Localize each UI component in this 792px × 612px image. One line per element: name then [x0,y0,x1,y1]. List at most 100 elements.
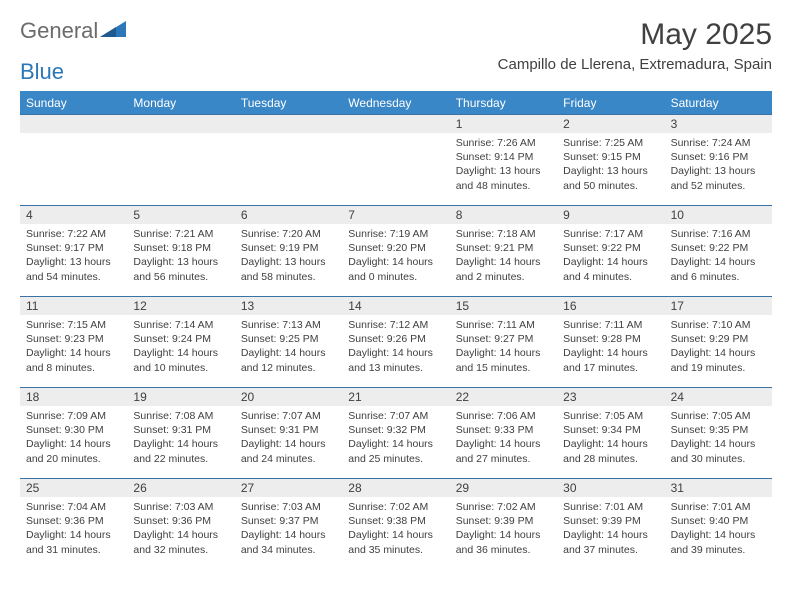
calendar-page: General May 2025 Campillo de Llerena, Ex… [0,0,792,579]
daylight-line-2: and 6 minutes. [671,270,766,284]
sunset-line: Sunset: 9:14 PM [456,150,551,164]
week-row: 1Sunrise: 7:26 AMSunset: 9:14 PMDaylight… [20,114,772,205]
sunrise-line: Sunrise: 7:07 AM [348,409,443,423]
day-details: Sunrise: 7:02 AMSunset: 9:39 PMDaylight:… [450,497,557,561]
sunrise-line: Sunrise: 7:21 AM [133,227,228,241]
sunset-line: Sunset: 9:40 PM [671,514,766,528]
day-cell: 7Sunrise: 7:19 AMSunset: 9:20 PMDaylight… [342,206,449,296]
daylight-line-2: and 54 minutes. [26,270,121,284]
sunset-line: Sunset: 9:39 PM [563,514,658,528]
week-row: 25Sunrise: 7:04 AMSunset: 9:36 PMDayligh… [20,478,772,569]
week-row: 11Sunrise: 7:15 AMSunset: 9:23 PMDayligh… [20,296,772,387]
daylight-line-1: Daylight: 13 hours [563,164,658,178]
sunrise-line: Sunrise: 7:26 AM [456,136,551,150]
day-details: Sunrise: 7:05 AMSunset: 9:35 PMDaylight:… [665,406,772,470]
daylight-line-1: Daylight: 14 hours [133,346,228,360]
daylight-line-1: Daylight: 13 hours [26,255,121,269]
day-number: 26 [127,479,234,497]
day-cell: 24Sunrise: 7:05 AMSunset: 9:35 PMDayligh… [665,388,772,478]
sunrise-line: Sunrise: 7:11 AM [563,318,658,332]
sunrise-line: Sunrise: 7:08 AM [133,409,228,423]
day-details: Sunrise: 7:01 AMSunset: 9:39 PMDaylight:… [557,497,664,561]
day-number: 7 [342,206,449,224]
sunset-line: Sunset: 9:31 PM [241,423,336,437]
day-details: Sunrise: 7:09 AMSunset: 9:30 PMDaylight:… [20,406,127,470]
sunrise-line: Sunrise: 7:12 AM [348,318,443,332]
day-cell: 2Sunrise: 7:25 AMSunset: 9:15 PMDaylight… [557,115,664,205]
daylight-line-2: and 27 minutes. [456,452,551,466]
sunrise-line: Sunrise: 7:02 AM [348,500,443,514]
weekday-header: Tuesday [235,92,342,114]
day-number [235,115,342,133]
sunset-line: Sunset: 9:27 PM [456,332,551,346]
sunset-line: Sunset: 9:23 PM [26,332,121,346]
sunrise-line: Sunrise: 7:22 AM [26,227,121,241]
day-details: Sunrise: 7:21 AMSunset: 9:18 PMDaylight:… [127,224,234,288]
daylight-line-1: Daylight: 14 hours [241,528,336,542]
daylight-line-2: and 56 minutes. [133,270,228,284]
day-number: 6 [235,206,342,224]
day-details: Sunrise: 7:07 AMSunset: 9:31 PMDaylight:… [235,406,342,470]
weekday-header: Friday [557,92,664,114]
day-details: Sunrise: 7:06 AMSunset: 9:33 PMDaylight:… [450,406,557,470]
day-details: Sunrise: 7:15 AMSunset: 9:23 PMDaylight:… [20,315,127,379]
daylight-line-1: Daylight: 14 hours [671,346,766,360]
sunset-line: Sunset: 9:36 PM [26,514,121,528]
sunrise-line: Sunrise: 7:06 AM [456,409,551,423]
sunrise-line: Sunrise: 7:13 AM [241,318,336,332]
sunset-line: Sunset: 9:35 PM [671,423,766,437]
day-details: Sunrise: 7:20 AMSunset: 9:19 PMDaylight:… [235,224,342,288]
daylight-line-2: and 28 minutes. [563,452,658,466]
sunrise-line: Sunrise: 7:03 AM [133,500,228,514]
day-number: 12 [127,297,234,315]
weekday-header: Wednesday [342,92,449,114]
daylight-line-2: and 22 minutes. [133,452,228,466]
brand-triangle-icon [100,19,126,44]
day-details: Sunrise: 7:26 AMSunset: 9:14 PMDaylight:… [450,133,557,197]
sunrise-line: Sunrise: 7:14 AM [133,318,228,332]
daylight-line-2: and 19 minutes. [671,361,766,375]
daylight-line-2: and 17 minutes. [563,361,658,375]
day-details: Sunrise: 7:18 AMSunset: 9:21 PMDaylight:… [450,224,557,288]
day-cell [235,115,342,205]
day-cell: 17Sunrise: 7:10 AMSunset: 9:29 PMDayligh… [665,297,772,387]
sunrise-line: Sunrise: 7:17 AM [563,227,658,241]
daylight-line-2: and 50 minutes. [563,179,658,193]
daylight-line-2: and 37 minutes. [563,543,658,557]
daylight-line-2: and 30 minutes. [671,452,766,466]
day-details: Sunrise: 7:04 AMSunset: 9:36 PMDaylight:… [20,497,127,561]
day-cell [127,115,234,205]
daylight-line-2: and 48 minutes. [456,179,551,193]
weekday-header: Sunday [20,92,127,114]
daylight-line-1: Daylight: 14 hours [348,346,443,360]
day-details: Sunrise: 7:11 AMSunset: 9:27 PMDaylight:… [450,315,557,379]
day-details: Sunrise: 7:10 AMSunset: 9:29 PMDaylight:… [665,315,772,379]
sunrise-line: Sunrise: 7:02 AM [456,500,551,514]
daylight-line-1: Daylight: 14 hours [26,528,121,542]
day-number: 8 [450,206,557,224]
sunset-line: Sunset: 9:17 PM [26,241,121,255]
day-number: 23 [557,388,664,406]
weekday-header: Saturday [665,92,772,114]
day-number: 9 [557,206,664,224]
day-number: 2 [557,115,664,133]
sunrise-line: Sunrise: 7:03 AM [241,500,336,514]
day-number: 14 [342,297,449,315]
day-cell: 18Sunrise: 7:09 AMSunset: 9:30 PMDayligh… [20,388,127,478]
sunset-line: Sunset: 9:32 PM [348,423,443,437]
day-details: Sunrise: 7:05 AMSunset: 9:34 PMDaylight:… [557,406,664,470]
location-subtitle: Campillo de Llerena, Extremadura, Spain [498,56,772,73]
sunset-line: Sunset: 9:29 PM [671,332,766,346]
day-details: Sunrise: 7:02 AMSunset: 9:38 PMDaylight:… [342,497,449,561]
daylight-line-1: Daylight: 14 hours [671,528,766,542]
sunrise-line: Sunrise: 7:24 AM [671,136,766,150]
daylight-line-2: and 31 minutes. [26,543,121,557]
sunrise-line: Sunrise: 7:20 AM [241,227,336,241]
sunset-line: Sunset: 9:28 PM [563,332,658,346]
day-details: Sunrise: 7:14 AMSunset: 9:24 PMDaylight:… [127,315,234,379]
day-number: 22 [450,388,557,406]
sunset-line: Sunset: 9:26 PM [348,332,443,346]
day-details: Sunrise: 7:16 AMSunset: 9:22 PMDaylight:… [665,224,772,288]
day-number: 28 [342,479,449,497]
calendar-grid: SundayMondayTuesdayWednesdayThursdayFrid… [20,91,772,569]
